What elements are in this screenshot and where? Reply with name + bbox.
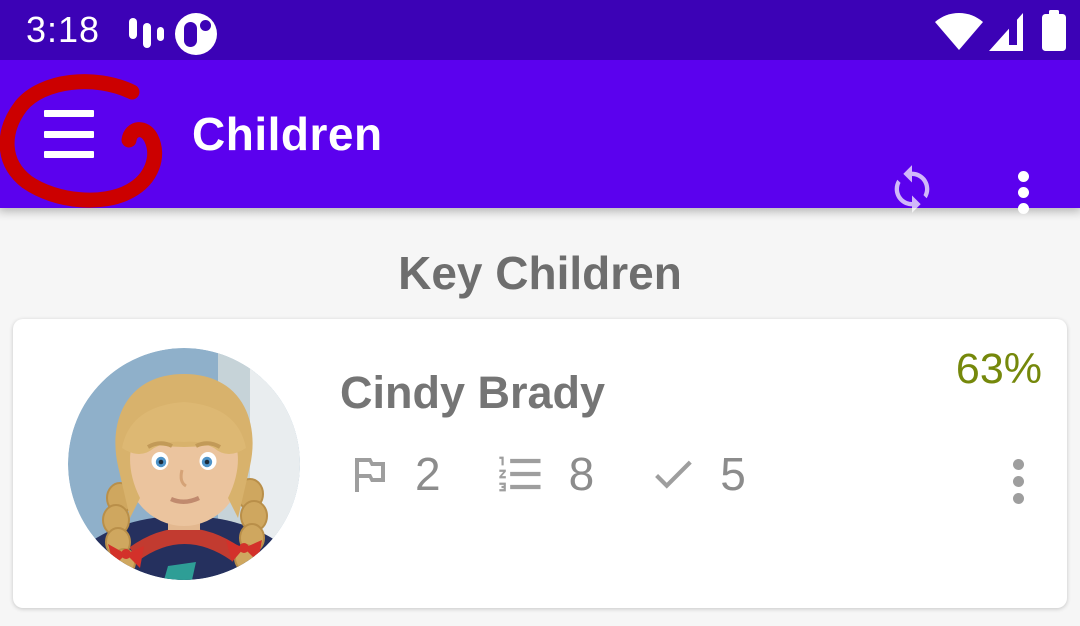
flag-stat: 2	[345, 447, 441, 501]
child-name: Cindy Brady	[340, 367, 606, 418]
flag-icon	[355, 458, 385, 492]
overflow-menu-icon	[1017, 170, 1029, 182]
app-bar-shadow	[0, 208, 1080, 222]
flag-count: 2	[415, 448, 441, 500]
app-bar: Children	[0, 60, 1080, 214]
avatar	[68, 348, 300, 580]
content-area: Key Children	[0, 208, 1080, 626]
equalizer-notification-icon	[129, 18, 164, 48]
sync-icon	[894, 164, 930, 213]
card-overflow-icon	[1012, 458, 1024, 470]
wifi-icon	[935, 13, 983, 50]
page-title: Children	[192, 108, 383, 160]
stats-row: 2 8 5	[345, 447, 800, 501]
child-card[interactable]: Cindy Brady 2 8	[13, 319, 1067, 608]
section-heading: Key Children	[398, 247, 682, 299]
menu-icon	[44, 110, 94, 117]
status-bar: 3:18	[0, 0, 1080, 60]
status-time: 3:18	[26, 9, 101, 50]
cellular-signal-icon	[989, 13, 1023, 51]
checkmark-icon	[655, 460, 692, 489]
battery-icon	[1042, 10, 1066, 51]
list-count: 8	[568, 448, 595, 500]
check-count: 5	[720, 448, 746, 500]
refresh-button[interactable]	[884, 162, 940, 218]
card-overflow-button[interactable]	[995, 441, 1041, 521]
percent-badge: 63%	[955, 345, 1042, 393]
numbered-list-stat: 8	[495, 447, 595, 501]
menu-button[interactable]	[44, 110, 102, 158]
checkmark-stat: 5	[648, 447, 746, 501]
overflow-menu-button[interactable]	[998, 164, 1048, 220]
app-notification-icon	[175, 13, 217, 55]
numbered-list-icon	[498, 456, 541, 492]
